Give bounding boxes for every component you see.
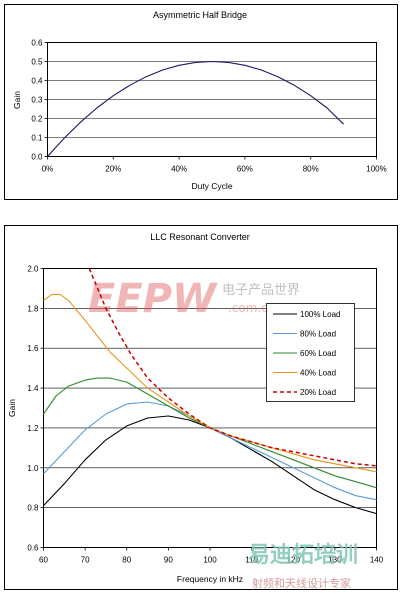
bottom-watermark: 易迪拓培训 射频和天线设计专家 xyxy=(248,542,358,590)
x-tick-label: 0% xyxy=(42,165,54,174)
x-tick-label: 110 xyxy=(245,556,258,565)
legend-label: 80% Load xyxy=(300,330,336,339)
watermark-bottom-sub: 射频和天线设计专家 xyxy=(252,576,351,590)
x-tick-label: 130 xyxy=(328,556,342,565)
x-tick-label: 100 xyxy=(203,556,217,565)
x-tick-label: 100% xyxy=(366,165,386,174)
legend-label: 40% Load xyxy=(300,369,336,378)
y-tick-label: 2.0 xyxy=(27,265,39,274)
y-tick-label: 1.4 xyxy=(27,384,39,393)
chart1-series xyxy=(47,60,344,157)
chart2-x-axis-label: Frequency in kHz xyxy=(177,574,243,584)
y-tick-label: 0.0 xyxy=(31,153,43,162)
watermark-domain: .com.cn xyxy=(228,301,275,315)
chart2-y-tick-labels: 0.6 0.8 1.0 1.2 1.4 1.6 1.8 2.0 xyxy=(27,265,44,553)
chart1-x-tick-labels: 0% 20% 40% 60% 80% 100% xyxy=(42,156,387,174)
y-tick-label: 1.0 xyxy=(27,464,39,473)
chart1-title: Asymmetric Half Bridge xyxy=(153,10,247,20)
chart-asymmetric-half-bridge: Asymmetric Half Bridge 0.00.10.20.30.40.… xyxy=(4,4,398,200)
chart1-x-axis-label: Duty Cycle xyxy=(191,181,232,191)
chart-llc-resonant-converter: LLC Resonant Converter EEPW .com.cn 电子产品… xyxy=(4,225,398,590)
x-tick-label: 60% xyxy=(237,165,253,174)
y-tick-label: 0.6 xyxy=(31,39,43,48)
y-tick-label: 0.4 xyxy=(31,77,43,86)
y-tick-label: 0.5 xyxy=(31,58,43,67)
watermark-cn-tagline: 电子产品世界 xyxy=(222,283,300,298)
chart1-y-tick-labels: 0.0 0.1 0.2 0.3 0.4 0.5 0.6 xyxy=(31,39,48,162)
y-tick-label: 1.8 xyxy=(27,304,39,313)
x-tick-label: 20% xyxy=(105,165,121,174)
watermark-bottom-main: 易迪拓培训 xyxy=(248,542,358,568)
x-tick-label: 120 xyxy=(287,556,301,565)
y-tick-label: 0.8 xyxy=(27,504,39,513)
legend-label: 20% Load xyxy=(300,388,336,397)
legend-label: 60% Load xyxy=(300,349,336,358)
legend-label: 100% Load xyxy=(300,310,340,319)
chart2-y-axis-label: Gain xyxy=(7,399,17,417)
x-tick-label: 80% xyxy=(303,165,319,174)
y-tick-label: 1.6 xyxy=(27,344,39,353)
chart2-x-tick-labels: 60 70 80 90 100 110 120 130 140 xyxy=(39,547,384,565)
chart2-series xyxy=(43,268,377,515)
chart1-y-axis-label: Gain xyxy=(12,91,22,109)
chart2-legend: 100% Load 80% Load 60% Load 40% Load 20% Loa… xyxy=(266,303,355,402)
x-tick-label: 60 xyxy=(39,556,48,565)
watermark-brand: EEPW xyxy=(88,276,218,322)
chart2-title: LLC Resonant Converter xyxy=(150,232,250,242)
y-tick-label: 0.2 xyxy=(31,115,43,124)
x-tick-label: 40% xyxy=(171,165,187,174)
x-tick-label: 90 xyxy=(164,556,173,565)
x-tick-label: 70 xyxy=(81,556,90,565)
y-tick-label: 0.3 xyxy=(31,96,43,105)
x-tick-label: 140 xyxy=(370,556,384,565)
y-tick-label: 0.1 xyxy=(31,134,43,143)
y-tick-label: 0.6 xyxy=(27,544,39,553)
x-tick-label: 80 xyxy=(122,556,131,565)
y-tick-label: 1.2 xyxy=(27,424,39,433)
